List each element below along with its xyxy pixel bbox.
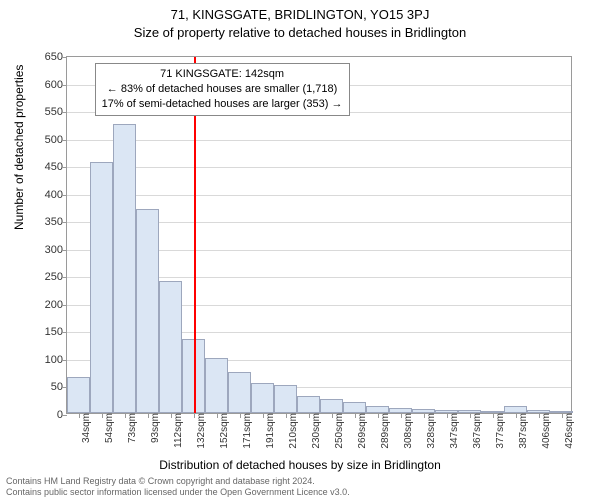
bar (297, 396, 320, 413)
xtick-label: 308sqm (397, 413, 414, 449)
bar (504, 406, 527, 413)
xtick-label: 73sqm (121, 413, 138, 443)
bar (113, 124, 136, 413)
xtick-label: 34sqm (75, 413, 92, 443)
ytick-mark (62, 250, 67, 251)
chart-title-sub: Size of property relative to detached ho… (0, 24, 600, 42)
bar (366, 406, 389, 413)
annotation-box: 71 KINGSGATE: 142sqm ← 83% of detached h… (95, 63, 350, 116)
chart-plot-region: 71 KINGSGATE: 142sqm ← 83% of detached h… (66, 56, 572, 414)
ytick-mark (62, 305, 67, 306)
xtick-label: 171sqm (236, 413, 253, 449)
ytick-mark (62, 112, 67, 113)
bar (90, 162, 113, 413)
xtick-label: 347sqm (443, 413, 460, 449)
xtick-label: 328sqm (420, 413, 437, 449)
xtick-label: 112sqm (167, 413, 184, 448)
annotation-line-1: 71 KINGSGATE: 142sqm (102, 67, 343, 82)
license-line-2: Contains public sector information licen… (6, 487, 350, 498)
xtick-label: 54sqm (98, 413, 115, 443)
bar (274, 385, 297, 413)
ytick-mark (62, 167, 67, 168)
ytick-mark (62, 85, 67, 86)
y-axis-label: Number of detached properties (12, 65, 26, 230)
xtick-label: 230sqm (305, 413, 322, 449)
ytick-mark (62, 222, 67, 223)
chart-title-main: 71, KINGSGATE, BRIDLINGTON, YO15 3PJ (0, 6, 600, 24)
gridline-horizontal (67, 140, 571, 141)
ytick-mark (62, 360, 67, 361)
xtick-label: 210sqm (282, 413, 299, 449)
annotation-line-3: 17% of semi-detached houses are larger (… (102, 97, 343, 112)
xtick-label: 191sqm (259, 413, 276, 449)
x-axis-label: Distribution of detached houses by size … (0, 458, 600, 472)
gridline-horizontal (67, 195, 571, 196)
ytick-mark (62, 332, 67, 333)
bar (205, 358, 228, 413)
xtick-label: 152sqm (213, 413, 230, 449)
bar (136, 209, 159, 413)
xtick-label: 250sqm (328, 413, 345, 449)
xtick-label: 426sqm (558, 413, 575, 449)
ytick-mark (62, 277, 67, 278)
annotation-line-2: ← 83% of detached houses are smaller (1,… (102, 82, 343, 97)
ytick-mark (62, 415, 67, 416)
chart-title-block: 71, KINGSGATE, BRIDLINGTON, YO15 3PJ Siz… (0, 0, 600, 41)
xtick-label: 289sqm (374, 413, 391, 449)
ytick-mark (62, 57, 67, 58)
ytick-mark (62, 140, 67, 141)
xtick-label: 377sqm (489, 413, 506, 449)
xtick-label: 132sqm (190, 413, 207, 449)
ytick-mark (62, 195, 67, 196)
plot-area: 71 KINGSGATE: 142sqm ← 83% of detached h… (66, 56, 572, 414)
bar (67, 377, 90, 413)
xtick-label: 269sqm (351, 413, 368, 449)
xtick-label: 367sqm (466, 413, 483, 449)
license-line-1: Contains HM Land Registry data © Crown c… (6, 476, 350, 487)
bar (251, 383, 274, 413)
license-text: Contains HM Land Registry data © Crown c… (6, 476, 350, 499)
xtick-label: 406sqm (535, 413, 552, 449)
xtick-label: 387sqm (512, 413, 529, 449)
bar (159, 281, 182, 413)
bar (343, 402, 366, 413)
bar (320, 399, 343, 413)
bar (228, 372, 251, 413)
xtick-label: 93sqm (144, 413, 161, 443)
gridline-horizontal (67, 167, 571, 168)
